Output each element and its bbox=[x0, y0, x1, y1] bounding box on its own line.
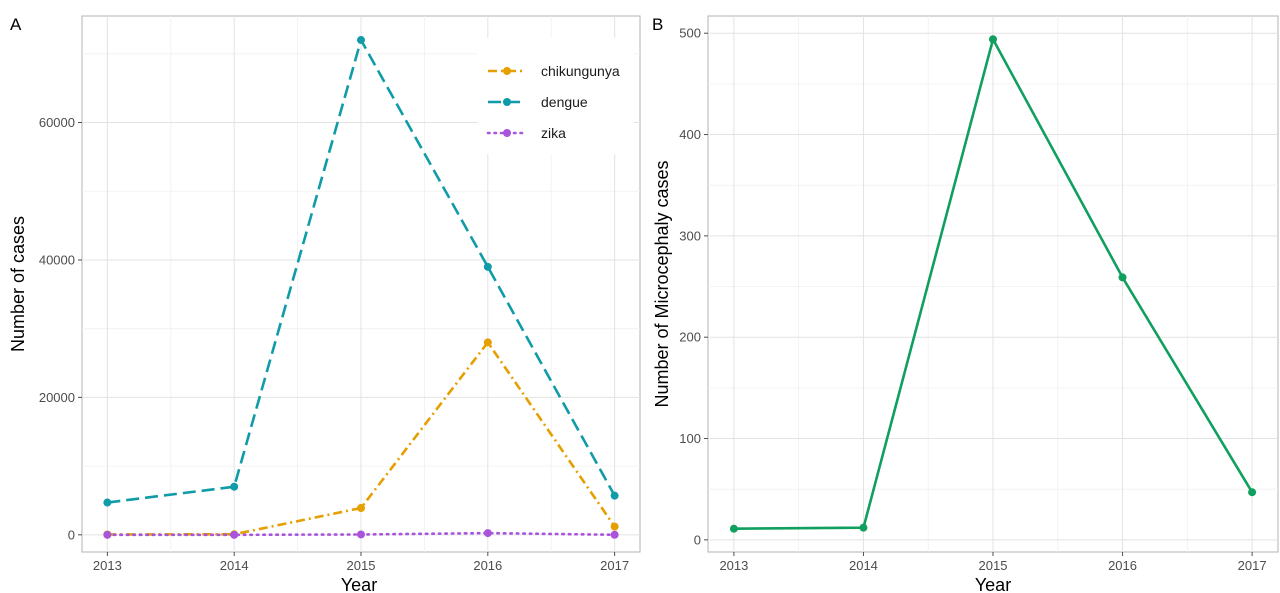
data-point-dengue bbox=[483, 262, 492, 271]
x-tick-label: 2017 bbox=[600, 558, 629, 573]
panel-b-x-ticks: 2013 2014 2015 2016 2017 bbox=[719, 552, 1267, 573]
y-tick-label: 500 bbox=[679, 26, 701, 41]
panel-b-y-ticks: 0 100 200 300 400 500 bbox=[679, 26, 708, 547]
x-tick-label: 2015 bbox=[979, 558, 1008, 573]
data-point-microcephaly bbox=[729, 524, 738, 533]
x-tick-label: 2014 bbox=[220, 558, 249, 573]
data-point-microcephaly bbox=[1248, 488, 1257, 497]
data-point-zika bbox=[357, 530, 365, 539]
y-tick-label: 40000 bbox=[39, 252, 75, 267]
data-point-zika bbox=[103, 530, 112, 539]
panel-a-tag: A bbox=[10, 15, 22, 34]
panel-b-y-axis-title: Number of Microcephaly cases bbox=[652, 160, 672, 407]
panel-b-series bbox=[729, 35, 1257, 533]
panel-b-grid bbox=[708, 16, 1278, 552]
data-point-dengue bbox=[357, 36, 365, 45]
data-point-chikungunya bbox=[483, 338, 492, 347]
y-tick-label: 400 bbox=[679, 127, 701, 142]
data-point-zika bbox=[610, 530, 619, 539]
data-point-microcephaly bbox=[859, 523, 868, 532]
panel-a-x-ticks: 2013 2014 2015 2016 2017 bbox=[93, 552, 629, 573]
panel-a-x-axis-title: Year bbox=[341, 575, 377, 593]
legend-item-zika: zika bbox=[486, 125, 566, 141]
x-tick-label: 2015 bbox=[347, 558, 376, 573]
data-point-zika bbox=[483, 529, 492, 538]
legend-key-point bbox=[503, 98, 511, 106]
panel-a-y-ticks: 0 20000 40000 60000 bbox=[39, 115, 82, 542]
panel-a-series bbox=[103, 36, 619, 539]
data-point-zika bbox=[230, 530, 239, 539]
legend-item-dengue: dengue bbox=[488, 94, 588, 110]
panel-b-tag: B bbox=[652, 15, 663, 34]
data-point-chikungunya bbox=[610, 522, 619, 531]
y-tick-label: 300 bbox=[679, 228, 701, 243]
data-point-chikungunya bbox=[357, 504, 365, 513]
x-tick-label: 2016 bbox=[473, 558, 502, 573]
y-tick-label: 0 bbox=[68, 527, 75, 542]
data-point-dengue bbox=[103, 498, 112, 507]
x-tick-label: 2017 bbox=[1238, 558, 1267, 573]
x-tick-label: 2013 bbox=[719, 558, 748, 573]
y-tick-label: 20000 bbox=[39, 390, 75, 405]
data-point-dengue bbox=[230, 482, 239, 491]
panel-a-y-axis-title: Number of cases bbox=[8, 216, 28, 352]
x-tick-label: 2014 bbox=[849, 558, 878, 573]
panel-b-x-axis-title: Year bbox=[975, 575, 1011, 593]
data-point-microcephaly bbox=[1118, 273, 1127, 282]
legend-item-chikungunya: chikungunya bbox=[488, 63, 620, 79]
y-tick-label: 200 bbox=[679, 330, 701, 345]
y-tick-label: 0 bbox=[694, 532, 701, 547]
legend-label: dengue bbox=[541, 94, 588, 110]
legend-label: zika bbox=[541, 125, 566, 141]
y-tick-label: 60000 bbox=[39, 115, 75, 130]
legend-label: chikungunya bbox=[541, 63, 620, 79]
legend-key-point bbox=[503, 129, 511, 137]
data-point-dengue bbox=[610, 491, 619, 500]
panel-a-legend: chikungunya dengue zika bbox=[478, 38, 634, 154]
data-point-microcephaly bbox=[989, 35, 997, 44]
x-tick-label: 2016 bbox=[1108, 558, 1137, 573]
x-tick-label: 2013 bbox=[93, 558, 122, 573]
legend-key-point bbox=[503, 67, 511, 75]
y-tick-label: 100 bbox=[679, 431, 701, 446]
